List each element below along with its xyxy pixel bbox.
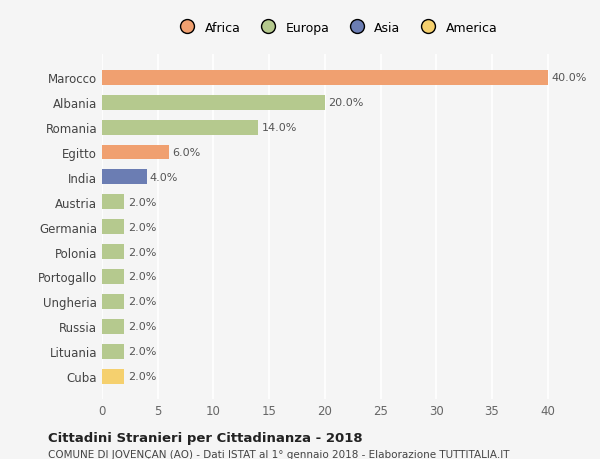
Text: Cittadini Stranieri per Cittadinanza - 2018: Cittadini Stranieri per Cittadinanza - 2…: [48, 431, 362, 444]
Bar: [102, 71, 548, 86]
Bar: [102, 245, 124, 259]
Bar: [102, 269, 124, 284]
Text: 2.0%: 2.0%: [128, 347, 156, 356]
Bar: [102, 220, 124, 235]
Bar: [102, 120, 258, 135]
Text: 40.0%: 40.0%: [551, 73, 586, 83]
Bar: [102, 344, 124, 359]
Text: 2.0%: 2.0%: [128, 247, 156, 257]
Bar: [102, 145, 169, 160]
Bar: [102, 95, 325, 111]
Text: 2.0%: 2.0%: [128, 371, 156, 381]
Bar: [102, 369, 124, 384]
Text: 2.0%: 2.0%: [128, 322, 156, 331]
Text: 14.0%: 14.0%: [262, 123, 297, 133]
Bar: [102, 319, 124, 334]
Text: 2.0%: 2.0%: [128, 297, 156, 307]
Text: 4.0%: 4.0%: [150, 173, 178, 183]
Legend: Africa, Europa, Asia, America: Africa, Europa, Asia, America: [170, 17, 502, 39]
Text: 6.0%: 6.0%: [172, 148, 200, 158]
Text: 2.0%: 2.0%: [128, 197, 156, 207]
Text: 2.0%: 2.0%: [128, 272, 156, 282]
Text: 20.0%: 20.0%: [328, 98, 364, 108]
Bar: [102, 170, 146, 185]
Bar: [102, 195, 124, 210]
Text: COMUNE DI JOVENÇAN (AO) - Dati ISTAT al 1° gennaio 2018 - Elaborazione TUTTITALI: COMUNE DI JOVENÇAN (AO) - Dati ISTAT al …: [48, 449, 509, 459]
Bar: [102, 294, 124, 309]
Text: 2.0%: 2.0%: [128, 222, 156, 232]
